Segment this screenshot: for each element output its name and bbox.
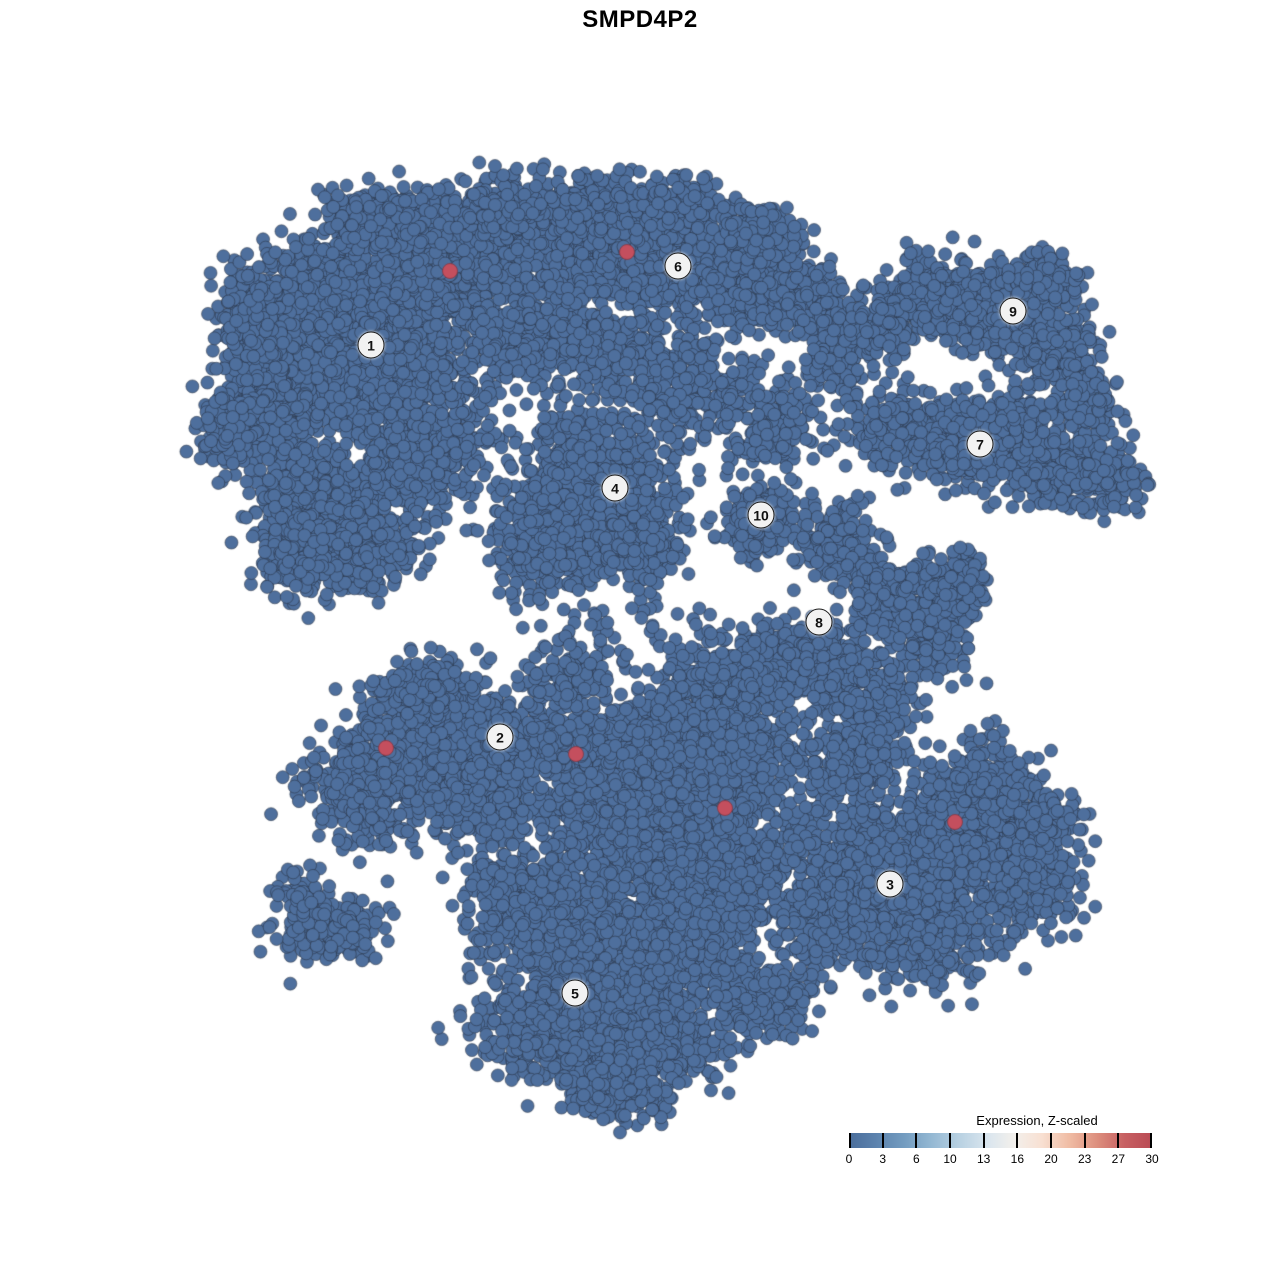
legend-tick-mark — [1050, 1133, 1052, 1148]
cluster-label-8: 8 — [805, 608, 833, 636]
legend-tick-mark — [1150, 1133, 1152, 1148]
cluster-label-5: 5 — [561, 979, 589, 1007]
legend-tick-label: 13 — [976, 1152, 991, 1166]
legend-title: Expression, Z-scaled — [976, 1113, 1098, 1128]
legend-tick-mark — [849, 1133, 851, 1148]
cluster-label-9: 9 — [999, 297, 1027, 325]
legend-tick-label: 6 — [912, 1152, 920, 1166]
cluster-label-10: 10 — [747, 501, 775, 529]
legend-tick-mark — [915, 1133, 918, 1148]
cluster-label-4: 4 — [601, 474, 629, 502]
cluster-label-2: 2 — [486, 723, 514, 751]
legend-tick-mark — [881, 1133, 884, 1148]
cluster-label-6: 6 — [664, 252, 692, 280]
legend-tick-label: 23 — [1077, 1152, 1092, 1166]
legend-tick-label: 20 — [1044, 1152, 1058, 1166]
legend-tick-label: 27 — [1111, 1152, 1125, 1166]
legend-tick-mark — [1083, 1133, 1086, 1148]
legend-tick-mark — [982, 1133, 985, 1148]
legend-tick-label: 3 — [879, 1152, 886, 1166]
cluster-label-1: 1 — [357, 331, 385, 359]
legend-tick-label: 30 — [1145, 1152, 1159, 1166]
legend-tick-label: 10 — [943, 1152, 957, 1166]
cluster-label-3: 3 — [876, 870, 904, 898]
legend-tick-label: 16 — [1010, 1152, 1024, 1166]
legend-gradient-bar — [849, 1133, 1152, 1148]
legend-tick-mark — [1016, 1133, 1019, 1148]
legend-tick-mark — [1117, 1133, 1120, 1148]
cluster-label-7: 7 — [966, 430, 994, 458]
legend-tick-label: 0 — [845, 1152, 853, 1166]
legend-tick-mark — [949, 1133, 951, 1148]
